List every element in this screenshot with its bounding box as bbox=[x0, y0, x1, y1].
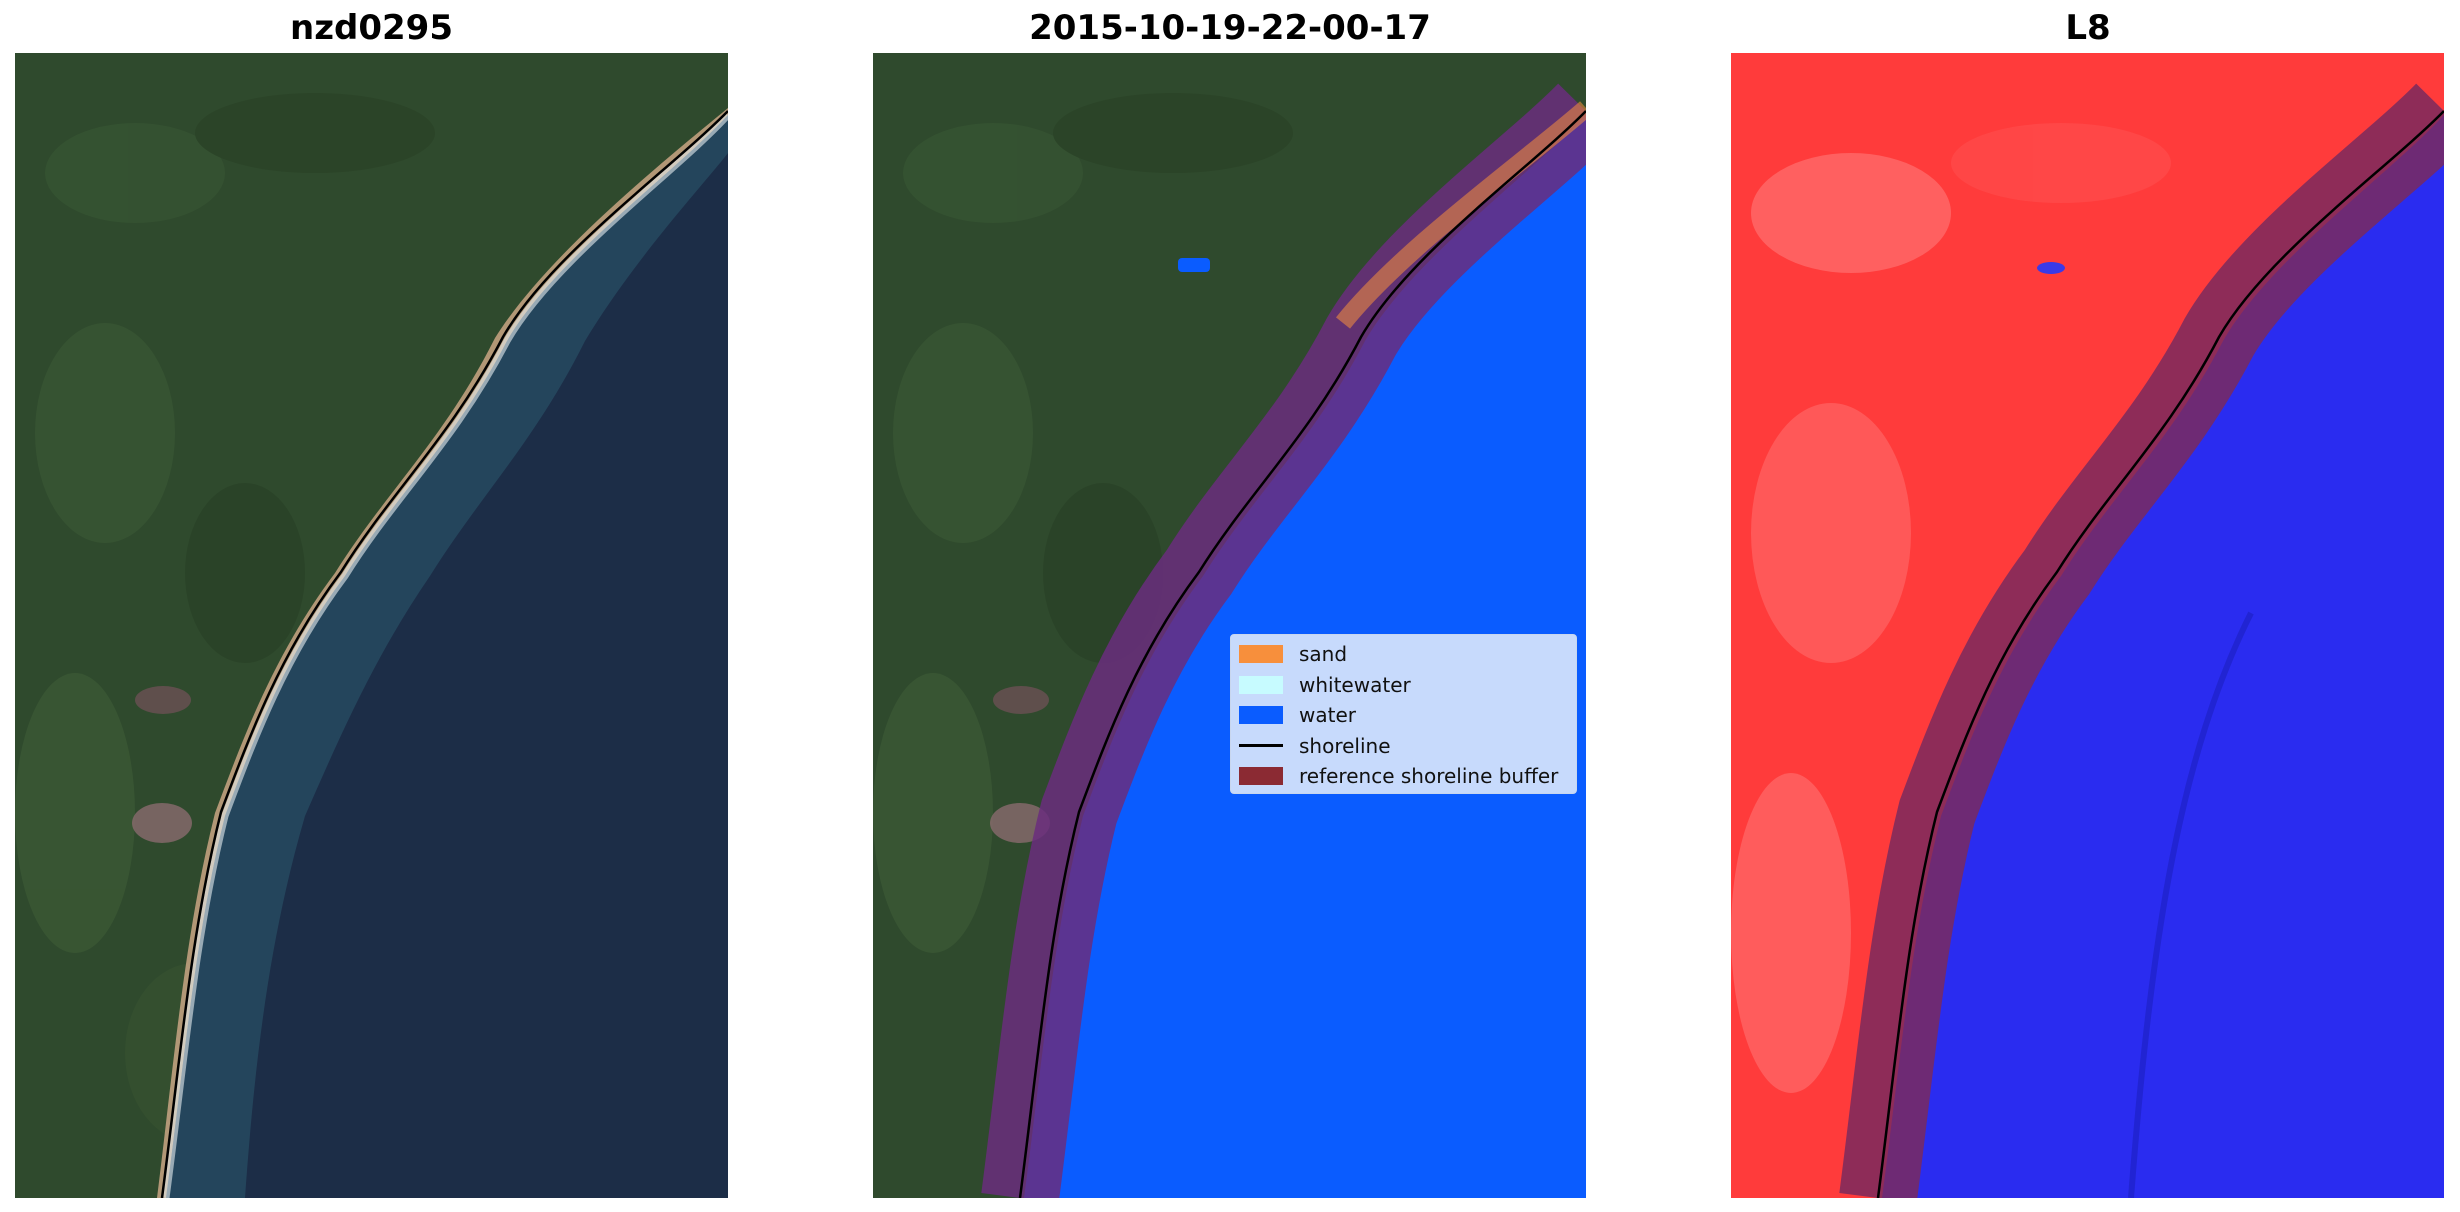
index-texture bbox=[1731, 123, 2171, 1093]
legend-item-water: water bbox=[1231, 700, 1576, 731]
legend-item-shoreline: shoreline bbox=[1231, 731, 1576, 762]
legend: sand whitewater water shoreline referenc… bbox=[1230, 634, 1577, 794]
surf-line bbox=[162, 112, 728, 1198]
ocean-area bbox=[166, 115, 728, 1198]
shoreline bbox=[160, 110, 728, 1198]
inland-water-pixel bbox=[1178, 258, 1210, 272]
classified-image-canvas bbox=[873, 53, 1586, 1198]
field-patch bbox=[993, 686, 1049, 714]
legend-label: whitewater bbox=[1299, 672, 1411, 697]
offshore-feature bbox=[2128, 611, 2254, 1198]
rgb-image-canvas bbox=[15, 53, 728, 1198]
legend-item-buffer: reference shoreline buffer bbox=[1231, 761, 1576, 792]
classified-image bbox=[873, 53, 1586, 1198]
inland-water-spot bbox=[2037, 262, 2065, 274]
sand-swatch bbox=[1239, 645, 1283, 664]
sand-class bbox=[1335, 101, 1586, 329]
legend-label: reference shoreline buffer bbox=[1299, 764, 1559, 789]
image-title: nzd0295 bbox=[290, 8, 453, 48]
field-patch bbox=[132, 803, 192, 843]
water-swatch bbox=[1239, 706, 1283, 725]
whitewater-swatch bbox=[1239, 675, 1283, 694]
shoreline bbox=[1876, 110, 2444, 1198]
water-index-area bbox=[1882, 115, 2444, 1198]
legend-label: shoreline bbox=[1299, 733, 1391, 758]
index-image-title: L8 bbox=[2065, 8, 2111, 48]
shallow-water bbox=[166, 115, 728, 1198]
legend-label: sand bbox=[1299, 642, 1348, 667]
water-index-image bbox=[1731, 53, 2444, 1198]
legend-label: water bbox=[1299, 703, 1356, 728]
index-image-canvas bbox=[1731, 53, 2444, 1198]
legend-item-whitewater: whitewater bbox=[1231, 670, 1576, 701]
buffer-swatch bbox=[1239, 767, 1283, 786]
shoreline-line-swatch bbox=[1239, 744, 1283, 748]
classified-image-title: 2015-10-19-22-00-17 bbox=[1029, 8, 1431, 48]
shoreline bbox=[1018, 110, 1586, 1198]
field-patch bbox=[135, 686, 191, 714]
rgb-satellite-image bbox=[15, 53, 728, 1198]
legend-item-sand: sand bbox=[1231, 639, 1576, 670]
